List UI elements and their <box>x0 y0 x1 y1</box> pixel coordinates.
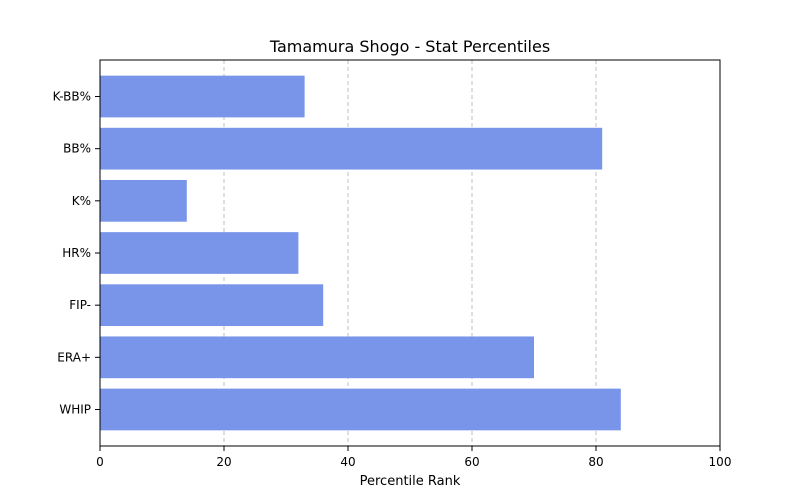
bar-era- <box>100 336 534 379</box>
y-tick-label: K% <box>72 194 91 208</box>
y-tick-label: BB% <box>63 142 91 156</box>
x-axis: 0 20 40 60 80 100 <box>96 446 731 469</box>
y-tick-label: K-BB% <box>53 90 91 104</box>
x-tick-label: 0 <box>96 455 104 469</box>
x-tick-label: 100 <box>709 455 732 469</box>
y-tick-label: FIP- <box>69 298 91 312</box>
bar-k-bb- <box>100 75 305 118</box>
x-tick-label: 80 <box>588 455 603 469</box>
chart-title: Tamamura Shogo - Stat Percentiles <box>269 37 550 56</box>
y-tick-label: WHIP <box>59 402 91 416</box>
x-axis-label: Percentile Rank <box>360 474 461 489</box>
y-tick-label: ERA+ <box>57 350 91 364</box>
y-axis: WHIP ERA+ FIP- HR% K% BB% K-BB% <box>53 90 100 416</box>
x-tick-label: 60 <box>464 455 479 469</box>
y-tick-label: HR% <box>62 246 91 260</box>
x-tick-label: 40 <box>340 455 355 469</box>
bar-bb- <box>100 127 603 170</box>
bar-whip <box>100 388 621 431</box>
bar-hr- <box>100 232 299 274</box>
bar-fip- <box>100 284 324 327</box>
bars <box>100 75 621 431</box>
bar-k- <box>100 179 187 222</box>
x-tick-label: 20 <box>216 455 231 469</box>
